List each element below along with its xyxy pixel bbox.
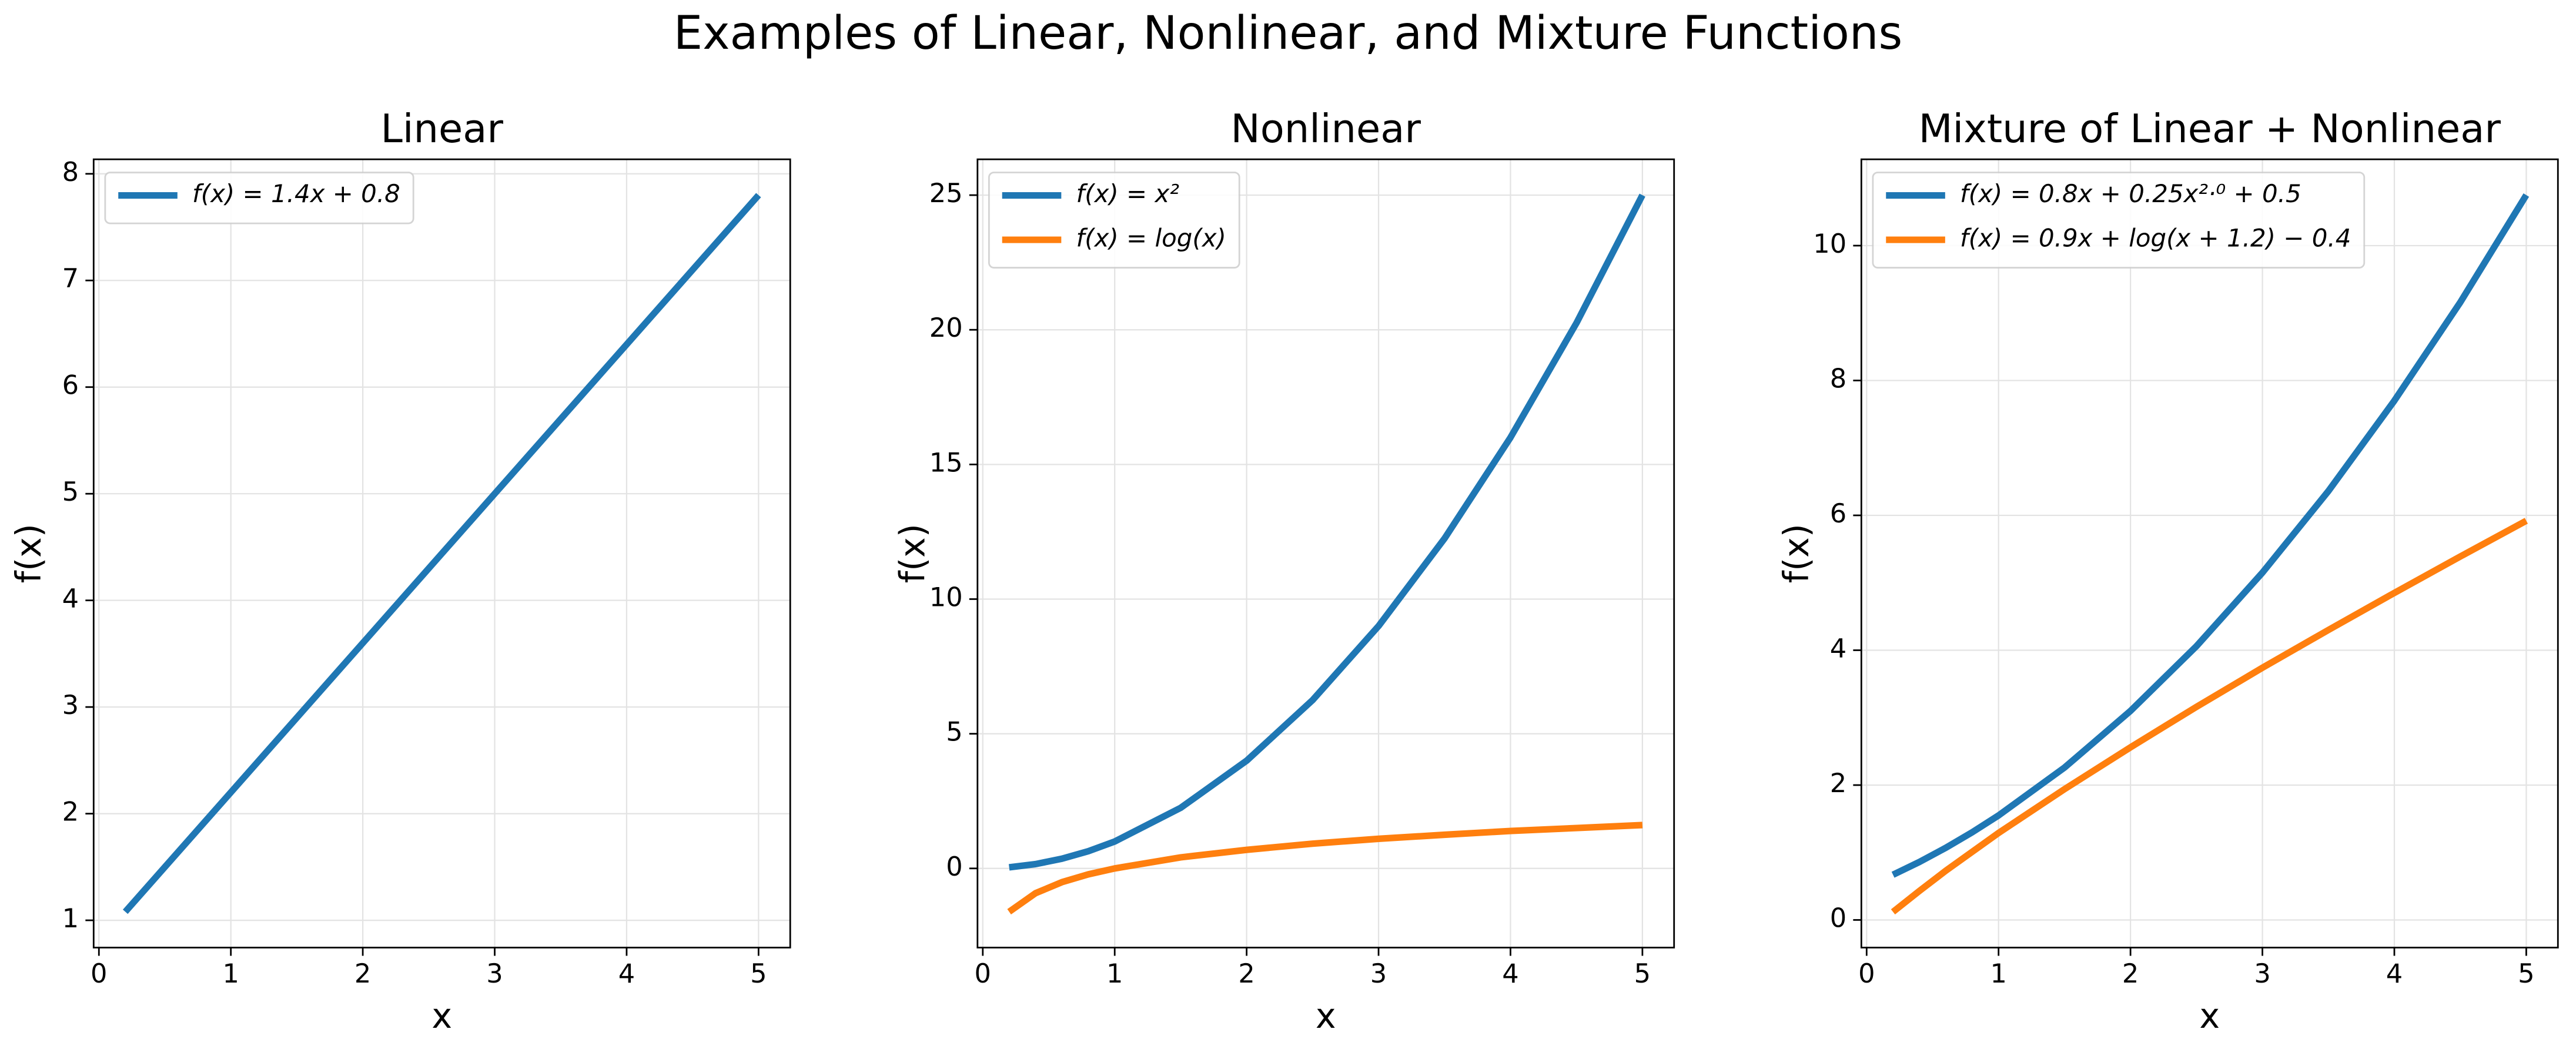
subplot-title: Mixture of Linear + Nonlinear — [1919, 106, 2501, 152]
data-line — [122, 193, 761, 914]
y-tick-label: 25 — [929, 177, 963, 209]
y-axis-label: f(x) — [1777, 524, 1816, 583]
x-tick-label: 2 — [354, 958, 371, 989]
x-tick-label: 5 — [2518, 958, 2534, 989]
y-tick-label: 8 — [62, 156, 79, 187]
subplot: 0 1 2 3 4 5 0 5 10 15 20 25 Nonlinear x f(x) f(x) = x² f… — [893, 106, 1675, 1036]
subplot-title: Nonlinear — [1231, 106, 1421, 152]
legend-label: f(x) = 1.4x + 0.8 — [192, 179, 400, 208]
axes-frame — [1860, 158, 2559, 948]
legend-label: f(x) = 0.9x + log(x + 1.2) − 0.4 — [1960, 224, 2351, 253]
y-tick-label: 3 — [62, 689, 79, 720]
x-tick-label: 1 — [222, 958, 239, 989]
subplot: 0 1 2 3 4 5 0 2 4 6 8 10 Mixture of Linear + Nonline… — [1777, 106, 2559, 1036]
x-axis-label: x — [431, 996, 452, 1036]
x-tick-label: 5 — [750, 958, 767, 989]
data-line — [1008, 193, 1645, 871]
y-tick-label: 20 — [929, 312, 963, 343]
x-tick-label: 1 — [1106, 958, 1123, 989]
x-tick-label: 0 — [975, 958, 991, 989]
axes-frame — [976, 158, 1675, 948]
subplot-title: Linear — [381, 106, 504, 152]
y-tick-label: 2 — [62, 796, 79, 827]
y-tick-label: 0 — [1830, 902, 1846, 933]
y-tick-label: 1 — [62, 903, 79, 934]
x-tick-label: 0 — [91, 958, 107, 989]
x-tick-label: 3 — [2254, 958, 2270, 989]
legend-label: f(x) = log(x) — [1076, 224, 1226, 253]
y-tick-label: 8 — [1830, 363, 1846, 394]
y-tick-label: 5 — [946, 716, 962, 747]
y-tick-label: 0 — [946, 851, 962, 882]
figure-title: Examples of Linear, Nonlinear, and Mixtu… — [674, 6, 1902, 60]
x-tick-label: 2 — [2122, 958, 2139, 989]
y-tick-label: 6 — [62, 370, 79, 401]
y-tick-label: 15 — [929, 447, 963, 478]
y-tick-label: 4 — [1830, 632, 1846, 663]
data-line — [1891, 518, 2528, 915]
legend-label: f(x) = x² — [1076, 179, 1179, 208]
x-tick-label: 4 — [1502, 958, 1518, 989]
x-tick-label: 3 — [1370, 958, 1387, 989]
legend-box — [104, 172, 414, 224]
x-tick-label: 4 — [618, 958, 635, 989]
x-tick-label: 4 — [2386, 958, 2403, 989]
legend-label: f(x) = 0.8x + 0.25x²·⁰ + 0.5 — [1960, 179, 2301, 208]
y-tick-label: 6 — [1830, 498, 1846, 529]
x-tick-label: 2 — [1238, 958, 1254, 989]
x-tick-label: 1 — [1990, 958, 2006, 989]
y-axis-label: f(x) — [9, 524, 49, 583]
y-tick-label: 10 — [929, 581, 963, 612]
x-tick-label: 5 — [1634, 958, 1651, 989]
x-axis-label: x — [2199, 996, 2220, 1036]
data-line — [1007, 822, 1643, 915]
y-tick-label: 5 — [62, 476, 79, 507]
x-tick-label: 0 — [1858, 958, 1875, 989]
y-tick-label: 10 — [1813, 228, 1846, 259]
y-tick-label: 7 — [62, 263, 79, 294]
axes-frame — [92, 158, 791, 948]
legend-box — [1872, 172, 2366, 269]
y-tick-label: 2 — [1830, 767, 1846, 799]
data-line — [1891, 193, 2530, 878]
y-tick-label: 4 — [62, 583, 79, 614]
y-axis-label: f(x) — [893, 524, 933, 583]
x-axis-label: x — [1316, 996, 1336, 1036]
x-tick-label: 3 — [486, 958, 503, 989]
